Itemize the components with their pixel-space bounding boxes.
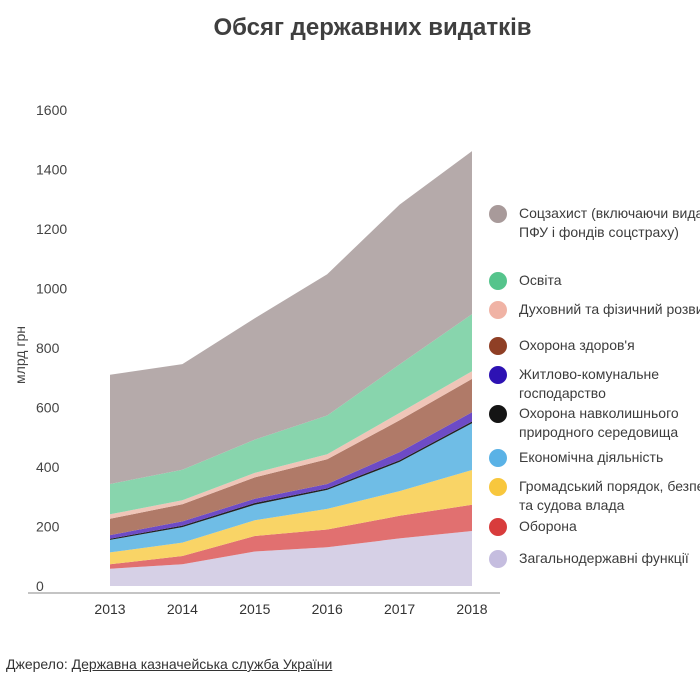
- y-axis-label: млрд грн: [12, 326, 28, 384]
- legend-item: Оборона: [486, 517, 700, 536]
- legend-item: Освіта: [486, 271, 700, 290]
- legend-label: Охорона здоров'я: [519, 337, 635, 353]
- legend-item: Загальнодержавні функції: [486, 549, 700, 568]
- y-tick-label: 1400: [36, 162, 67, 178]
- x-tick-label: 2013: [94, 601, 125, 617]
- legend-swatch: [489, 366, 507, 384]
- source-prefix: Джерело:: [6, 656, 72, 672]
- stacked-areas: [110, 151, 472, 586]
- x-axis-ticks: 2013 2014 2015 2016 2017 2018: [94, 601, 487, 617]
- legend-label: Духовний та фізичний розвиток: [519, 301, 700, 317]
- legend-item: Духовний та фізичний розвиток: [486, 300, 700, 319]
- source-note: Джерело: Державна казначейська служба Ук…: [6, 656, 332, 672]
- legend-swatch: [489, 272, 507, 290]
- legend-label: Громадський порядок, безпека та судова в…: [519, 478, 700, 513]
- chart-title: Обсяг державних видатків: [213, 14, 532, 41]
- x-tick-label: 2016: [312, 601, 343, 617]
- y-tick-label: 800: [36, 340, 60, 356]
- y-tick-label: 1000: [36, 281, 67, 297]
- area-series-4: [110, 423, 472, 553]
- legend-label: Оборона: [519, 518, 577, 534]
- y-tick-label: 400: [36, 459, 60, 475]
- area-series-9: [110, 314, 472, 515]
- x-tick-label: 2017: [384, 601, 415, 617]
- legend-swatch: [489, 449, 507, 467]
- legend-item: Громадський порядок, безпека та судова в…: [486, 477, 700, 515]
- legend-swatch: [489, 518, 507, 536]
- x-tick-label: 2015: [239, 601, 270, 617]
- legend-label: Житлово-комунальне господарство: [519, 366, 660, 401]
- area-series-10: [110, 151, 472, 484]
- y-tick-label: 1200: [36, 221, 67, 237]
- y-tick-label: 1600: [36, 102, 67, 118]
- area-series-2: [110, 504, 472, 569]
- y-axis-ticks: 0 200 400 600 800 1000 1200 1400 1600: [36, 102, 67, 594]
- y-tick-label: 0: [36, 578, 44, 594]
- legend-item: Охорона здоров'я: [486, 336, 700, 355]
- legend-label: Соцзахист (включаючи видатки ПФУ і фонді…: [519, 205, 700, 240]
- legend-label: Загальнодержавні функції: [519, 550, 689, 566]
- area-series-7: [110, 378, 472, 536]
- legend-item: Охорона навколишнього природного середов…: [486, 404, 700, 442]
- legend-swatch: [489, 337, 507, 355]
- legend-swatch: [489, 405, 507, 423]
- area-series-3: [110, 470, 472, 565]
- y-tick-label: 200: [36, 519, 60, 535]
- x-tick-label: 2018: [456, 601, 487, 617]
- legend-label: Охорона навколишнього природного середов…: [519, 405, 679, 440]
- legend-swatch: [489, 301, 507, 319]
- source-link[interactable]: Державна казначейська служба України: [71, 656, 333, 672]
- legend-label: Освіта: [519, 272, 562, 288]
- legend-swatch: [489, 550, 507, 568]
- area-series-1: [110, 531, 472, 586]
- legend-swatch: [489, 478, 507, 496]
- legend-swatch: [489, 205, 507, 223]
- legend-item: Економічна діяльність: [486, 448, 700, 467]
- legend-item: Соцзахист (включаючи видатки ПФУ і фонді…: [486, 204, 700, 242]
- y-tick-label: 600: [36, 400, 60, 416]
- x-tick-label: 2014: [167, 601, 198, 617]
- legend-label: Економічна діяльність: [519, 449, 664, 465]
- legend-item: Житлово-комунальне господарство: [486, 365, 700, 403]
